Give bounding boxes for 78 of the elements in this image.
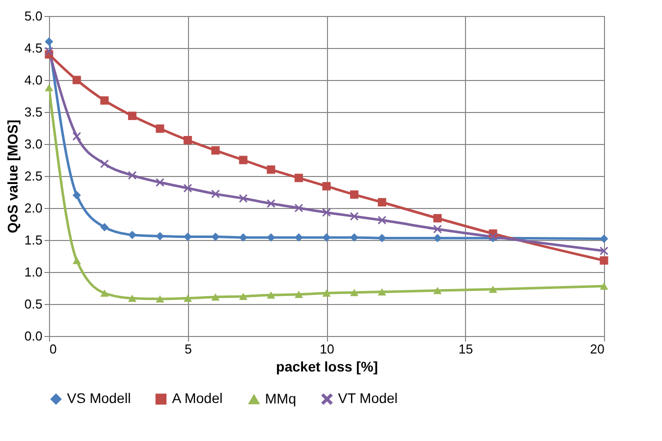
y-tick-label: 3.0 [24, 136, 42, 152]
x-tick-label: 20 [590, 342, 604, 356]
y-tick-label: 1.5 [24, 232, 42, 248]
point [128, 112, 136, 120]
point [184, 294, 192, 302]
point [294, 174, 303, 182]
point [266, 233, 276, 242]
y-tick-label: 3.5 [24, 104, 42, 120]
legend-label: MMq [265, 390, 296, 406]
point [156, 295, 164, 303]
y-tick-label: 0.5 [24, 296, 42, 312]
x-tick-label: 5 [184, 342, 192, 356]
x-tick-label: 0 [50, 342, 57, 356]
point [378, 234, 386, 242]
legend-label: VS Modell [67, 390, 131, 406]
point [322, 233, 331, 242]
point [488, 286, 498, 293]
point [128, 171, 136, 180]
y-tick-label: 0.0 [24, 328, 42, 344]
point [239, 156, 248, 164]
y-tick-label: 5.0 [24, 8, 42, 24]
point [433, 214, 442, 222]
point [239, 292, 248, 300]
point [350, 190, 358, 199]
point [350, 212, 358, 221]
point [350, 233, 358, 242]
point [266, 165, 276, 174]
x-axis-title: packet loss [%] [276, 358, 378, 374]
point [156, 178, 164, 187]
point [72, 191, 81, 200]
point [266, 199, 276, 208]
legend-label: VT Model [338, 390, 398, 406]
y-tick-label: 4.0 [24, 72, 42, 88]
point [294, 233, 303, 242]
point [266, 291, 276, 299]
point [433, 234, 442, 242]
point [294, 290, 303, 298]
point [433, 286, 442, 294]
point [100, 96, 109, 105]
point [378, 216, 386, 224]
point [322, 289, 331, 297]
point [72, 76, 81, 84]
point [156, 124, 164, 133]
point [184, 184, 192, 192]
point [100, 289, 109, 297]
point [322, 208, 331, 217]
legend-label: A Model [172, 390, 223, 406]
point [72, 256, 81, 264]
point [184, 232, 192, 241]
point [294, 204, 303, 212]
point [600, 282, 608, 290]
x-tick-label: 15 [458, 342, 473, 356]
y-axis-title: QoS value [MOS] [4, 120, 20, 234]
point [378, 198, 386, 206]
point [211, 293, 220, 301]
point [239, 233, 248, 242]
point [44, 84, 54, 92]
point [350, 288, 358, 296]
point [211, 190, 220, 198]
point [128, 294, 136, 302]
point [239, 194, 248, 203]
point [100, 160, 109, 168]
y-tick-label: 1.0 [24, 264, 42, 280]
x-tick-label: 10 [320, 342, 334, 356]
point [322, 182, 331, 190]
point [184, 136, 192, 144]
y-tick-label: 4.5 [24, 40, 42, 56]
point [600, 256, 608, 265]
point [44, 37, 54, 46]
point [433, 224, 442, 234]
point [72, 132, 81, 141]
point [100, 223, 109, 232]
y-tick-label: 2.0 [24, 200, 42, 216]
y-tick-label: 2.5 [24, 168, 42, 184]
point [600, 246, 608, 256]
point [378, 288, 386, 296]
point [211, 146, 220, 155]
point [128, 230, 136, 240]
